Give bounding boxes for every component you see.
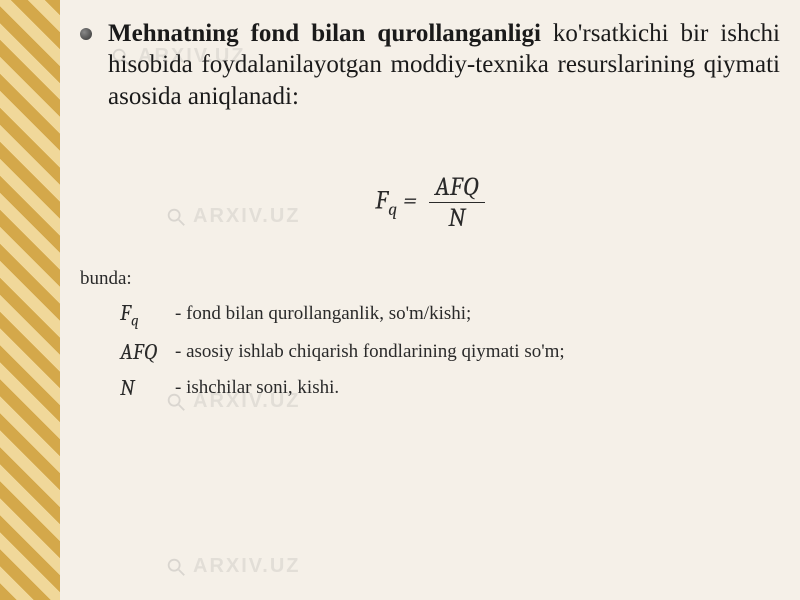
definition-text: - asosiy ishlab chiqarish fondlarining q… [175, 341, 565, 363]
formula-eq: = [403, 185, 417, 215]
magnifier-icon [165, 391, 187, 413]
bullet-icon [80, 28, 92, 40]
watermark: ARXIV.UZ [165, 555, 301, 578]
watermark: ARXIV.UZ [165, 390, 301, 413]
formula-numerator: AFQ [429, 172, 485, 203]
definition-row: AFQ - asosiy ishlab chiqarish fondlarini… [120, 339, 780, 365]
watermark: ARXIV.UZ [110, 45, 246, 68]
magnifier-icon [110, 46, 132, 68]
definition-row: Fq - fond bilan qurollanganlik, so'm/kis… [120, 300, 780, 329]
formula-lhs-base: F [375, 185, 388, 215]
formula-denominator: N [429, 203, 485, 233]
definitions-block: bunda: Fq - fond bilan qurollanganlik, s… [80, 268, 780, 401]
magnifier-icon [165, 206, 187, 228]
definitions-label: bunda: [80, 268, 780, 290]
magnifier-icon [165, 556, 187, 578]
definition-text: - fond bilan qurollanganlik, so'm/kishi; [175, 303, 471, 325]
formula-lhs-sub: q [388, 199, 397, 220]
formula-fraction: AFQ N [429, 172, 485, 233]
paragraph-bold-lead: Mehnatning fond bilan qurollanganligi [108, 20, 541, 47]
definition-symbol: AFQ [120, 339, 175, 365]
decorative-left-stripe [0, 0, 60, 600]
watermark: ARXIV.UZ [165, 205, 301, 228]
definition-symbol: Fq [120, 300, 175, 329]
